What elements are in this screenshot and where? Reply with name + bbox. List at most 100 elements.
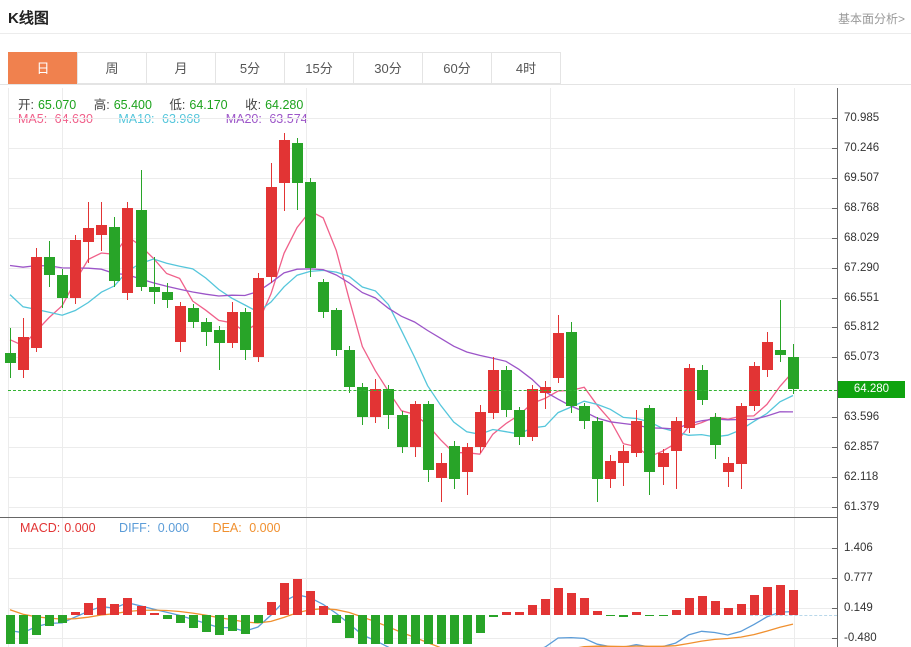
axis-tick [832, 357, 837, 358]
h-gridline [8, 417, 837, 419]
candle-wick-down [218, 325, 220, 370]
candle-down [788, 357, 799, 390]
open-value: 65.070 [37, 98, 77, 112]
low-value: 64.170 [189, 98, 228, 112]
axis-tick [832, 268, 837, 269]
macd-bar-negative [606, 615, 616, 617]
axis-tick-label: 68.029 [844, 231, 880, 244]
axis-tick [832, 417, 837, 418]
candle-down [187, 308, 199, 322]
macd-bar-negative [436, 615, 446, 644]
candle-up [670, 421, 682, 452]
h-gridline [8, 578, 837, 580]
tab-day[interactable]: 日 [8, 52, 78, 84]
current-price-badge: 64.280 [838, 381, 905, 398]
axis-tick [832, 608, 837, 609]
macd-bar-positive [84, 603, 94, 616]
tab-week[interactable]: 周 [77, 52, 147, 84]
candle-up [605, 460, 617, 480]
h-gridline [8, 476, 837, 478]
macd-bar-negative [188, 615, 198, 628]
axis-tick [832, 178, 837, 179]
axis-tick [832, 118, 837, 119]
high-label: 高: [93, 98, 110, 112]
tab-15min[interactable]: 15分 [284, 52, 354, 84]
tab-60min[interactable]: 60分 [422, 52, 492, 84]
candle-up [435, 462, 447, 478]
macd-bar-positive [593, 611, 603, 616]
candle-up [266, 187, 277, 277]
candle-down [200, 321, 212, 332]
candle-up [252, 277, 264, 357]
candle-up [70, 240, 82, 298]
candle-wick-down [153, 256, 155, 304]
macd-bar-negative [32, 615, 42, 635]
macd-bar-negative [45, 615, 55, 626]
axis-tick-label: 62.857 [844, 440, 880, 453]
candle-up [279, 140, 291, 183]
macd-bar-positive [697, 595, 707, 616]
candle-wick-up [675, 416, 677, 490]
candle-down [344, 349, 356, 387]
h-gridline [8, 447, 837, 449]
macd-bar-positive [97, 598, 107, 616]
price-axis [837, 88, 838, 647]
axis-tick [832, 507, 837, 508]
tab-30min[interactable]: 30分 [353, 52, 423, 84]
tab-4hour[interactable]: 4时 [491, 52, 561, 84]
h-gridline [8, 177, 837, 179]
axis-tick [832, 638, 837, 639]
candle-down [305, 181, 317, 268]
macd-bar-negative [397, 615, 407, 644]
h-gridline [8, 118, 837, 119]
h-gridline [8, 297, 837, 299]
candle-up [31, 256, 43, 348]
candle-down [109, 226, 121, 282]
axis-tick [832, 327, 837, 328]
candle-up [618, 450, 630, 463]
candle-wick-down [205, 317, 207, 347]
candle-down [5, 352, 16, 363]
candle-up [474, 411, 486, 448]
tab-5min[interactable]: 5分 [215, 52, 285, 84]
macd-bar-negative [658, 615, 668, 617]
candle-up [83, 227, 95, 243]
axis-tick-label: 65.812 [844, 320, 880, 333]
macd-readout: MACD: 0.000 DIFF: 0.000 DEA: 0.000 [20, 521, 289, 535]
macd-bar-positive [710, 601, 720, 616]
candle-down [292, 143, 304, 183]
fundamental-analysis-link[interactable]: 基本面分析> [837, 12, 905, 26]
axis-tick-label: -0.480 [844, 631, 877, 644]
axis-tick [832, 447, 837, 448]
macd-bar-negative [227, 615, 237, 632]
macd-bar-positive [671, 609, 681, 616]
candle-down [135, 210, 147, 287]
diff-value: DIFF: 0.000 [119, 521, 190, 535]
header-divider [0, 33, 911, 34]
candle-up [553, 332, 565, 378]
macd-bar-positive [723, 608, 733, 616]
macd-bar-positive [554, 587, 564, 616]
panel-separator [0, 517, 838, 518]
candle-down [696, 369, 708, 400]
axis-tick-label: 0.149 [844, 601, 873, 614]
ma10-value: MA10: 63.968 [118, 112, 201, 126]
macd-bar-positive [149, 613, 159, 616]
ma-readout: MA5: 64.630 MA10: 63.968 MA20: 63.574 [18, 112, 316, 126]
macd-value: MACD: 0.000 [20, 521, 96, 535]
axis-tick-label: 70.246 [844, 141, 880, 154]
macd-bar-negative [371, 615, 381, 644]
axis-tick-label: 63.596 [844, 410, 880, 423]
macd-bar-negative [423, 615, 433, 644]
candle-wick-up [440, 453, 442, 502]
candle-up [527, 388, 538, 438]
macd-bar-positive [136, 606, 146, 616]
tab-month[interactable]: 月 [146, 52, 216, 84]
axis-tick [832, 148, 837, 149]
h-gridline [8, 357, 837, 359]
candle-down [213, 329, 225, 343]
macd-bar-positive [280, 582, 290, 616]
kline-chart[interactable]: 开: 65.070 高: 65.400 低: 64.170 收: 64.280 MA5:… [0, 88, 911, 647]
candle-up [18, 336, 30, 370]
